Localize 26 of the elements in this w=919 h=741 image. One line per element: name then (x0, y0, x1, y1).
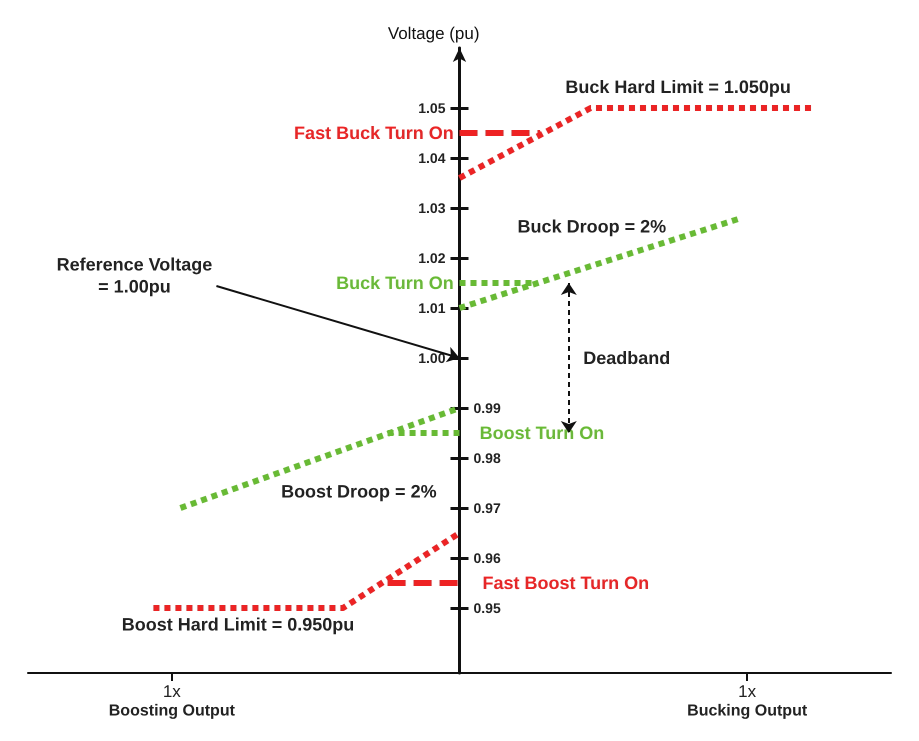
series-label: Fast Buck Turn On (294, 123, 454, 143)
series-label: Fast Boost Turn On (482, 573, 650, 593)
y2-tick-label: 0.98 (474, 450, 501, 466)
series-label: Buck Turn On (336, 273, 454, 293)
series-label: Buck Hard Limit = 1.050pu (565, 77, 791, 97)
y-tick-label: 1.04 (418, 150, 446, 166)
text: Bucking Output (687, 702, 808, 720)
y2-tick-label: 0.99 (474, 400, 501, 416)
y2-tick-label: 0.96 (474, 550, 501, 566)
annotation: Deadband (583, 348, 670, 368)
text: Boosting Output (108, 702, 236, 720)
annotation: Reference Voltage = 1.00pu (56, 254, 212, 296)
series-label: Buck Droop = 2% (518, 216, 666, 236)
series-label: Boost Hard Limit = 0.950pu (122, 614, 354, 634)
x-tick-label: 1x (738, 682, 757, 701)
x-tick-label: 1x (162, 682, 182, 701)
y-tick-label: 1.00 (418, 350, 446, 366)
series-label: Boost Turn On (480, 423, 604, 443)
y-axis-title: Voltage (pu) (388, 24, 480, 43)
y-tick-label: 1.05 (418, 100, 446, 116)
y2-tick-label: 0.95 (474, 600, 501, 616)
y-tick-label: 1.02 (418, 250, 446, 266)
y-tick-label: 1.01 (418, 300, 446, 316)
series-label: Boost Droop = 2% (281, 482, 437, 502)
y-tick-label: 1.03 (418, 200, 446, 216)
y2-tick-label: 0.97 (474, 500, 501, 516)
